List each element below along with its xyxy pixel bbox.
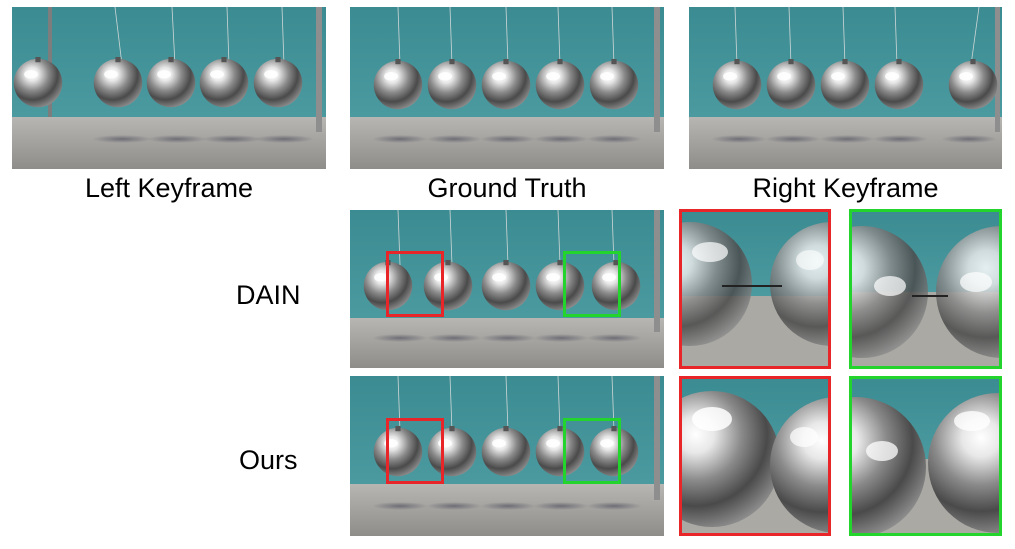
dain-red-highlight-box (386, 251, 444, 317)
ours-green-highlight-box (563, 418, 621, 484)
ours-red-zoom-crop (679, 376, 831, 536)
ground-truth-caption: Ground Truth (427, 173, 587, 203)
right-keyframe-image (689, 7, 1002, 169)
dain-result-image (350, 210, 664, 368)
left-keyframe-image (12, 7, 326, 169)
dain-green-zoom-crop (849, 209, 1002, 369)
ours-red-highlight-box (386, 418, 444, 484)
ours-green-zoom-crop (849, 376, 1002, 536)
dain-green-highlight-box (563, 251, 621, 317)
dain-row-label: DAIN (236, 280, 301, 310)
ours-row-label: Ours (239, 445, 298, 475)
right-keyframe-caption: Right Keyframe (752, 173, 939, 203)
dain-red-zoom-crop (679, 209, 831, 369)
left-keyframe-caption: Left Keyframe (84, 173, 254, 203)
ours-result-image (350, 376, 664, 536)
ground-truth-image (350, 7, 664, 169)
